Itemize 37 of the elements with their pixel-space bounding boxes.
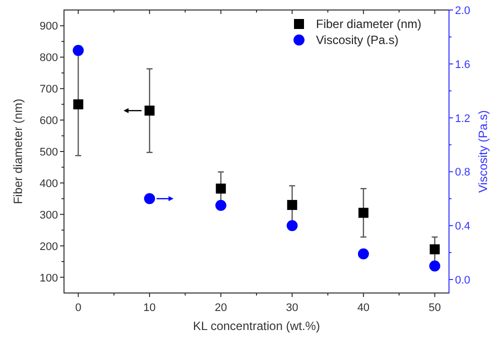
y-tick-label: 800	[40, 52, 58, 64]
point	[72, 44, 84, 56]
y2-tick-label: 2.0	[455, 5, 470, 17]
point	[287, 200, 298, 210]
x-tick-label: 30	[286, 302, 298, 314]
y-tick-label: 100	[40, 272, 58, 284]
point	[73, 99, 84, 110]
point	[216, 184, 226, 194]
y-tick-label: 600	[40, 115, 58, 128]
point	[286, 220, 298, 232]
point	[358, 208, 368, 218]
point	[430, 244, 440, 254]
legend-label: Viscosity (Pa.s)	[316, 33, 398, 47]
y-tick-label: 900	[40, 20, 58, 33]
legend-label: Fiber diameter (nm)	[316, 17, 422, 31]
y-tick-label: 200	[40, 240, 58, 253]
y2-tick-label: 1.6	[455, 58, 470, 71]
y2-tick-label: 0.8	[455, 166, 470, 179]
x-tick-label: 40	[357, 302, 370, 314]
x-tick-label: 0	[75, 302, 82, 314]
y-axis-title: Fiber diameter (nm)	[11, 98, 25, 204]
point	[144, 193, 156, 204]
x-tick-label: 10	[143, 302, 156, 314]
x-tick-label: 50	[428, 302, 441, 314]
y-tick-label: 700	[40, 84, 58, 96]
y2-axis-title: Viscosity (Pa.s)	[476, 110, 490, 193]
x-tick-label: 20	[214, 302, 227, 314]
point	[144, 106, 155, 116]
point	[358, 248, 369, 260]
y2-tick-label: 0.0	[455, 274, 470, 287]
y-tick-label: 300	[40, 209, 58, 222]
y2-tick-label: 1.2	[455, 112, 470, 125]
y-tick-label: 400	[40, 178, 58, 190]
y-tick-label: 500	[40, 146, 58, 158]
point	[215, 200, 226, 211]
y2-tick-label: 0.4	[455, 220, 470, 233]
x-axis-title: KL concentration (wt.%)	[193, 319, 320, 333]
